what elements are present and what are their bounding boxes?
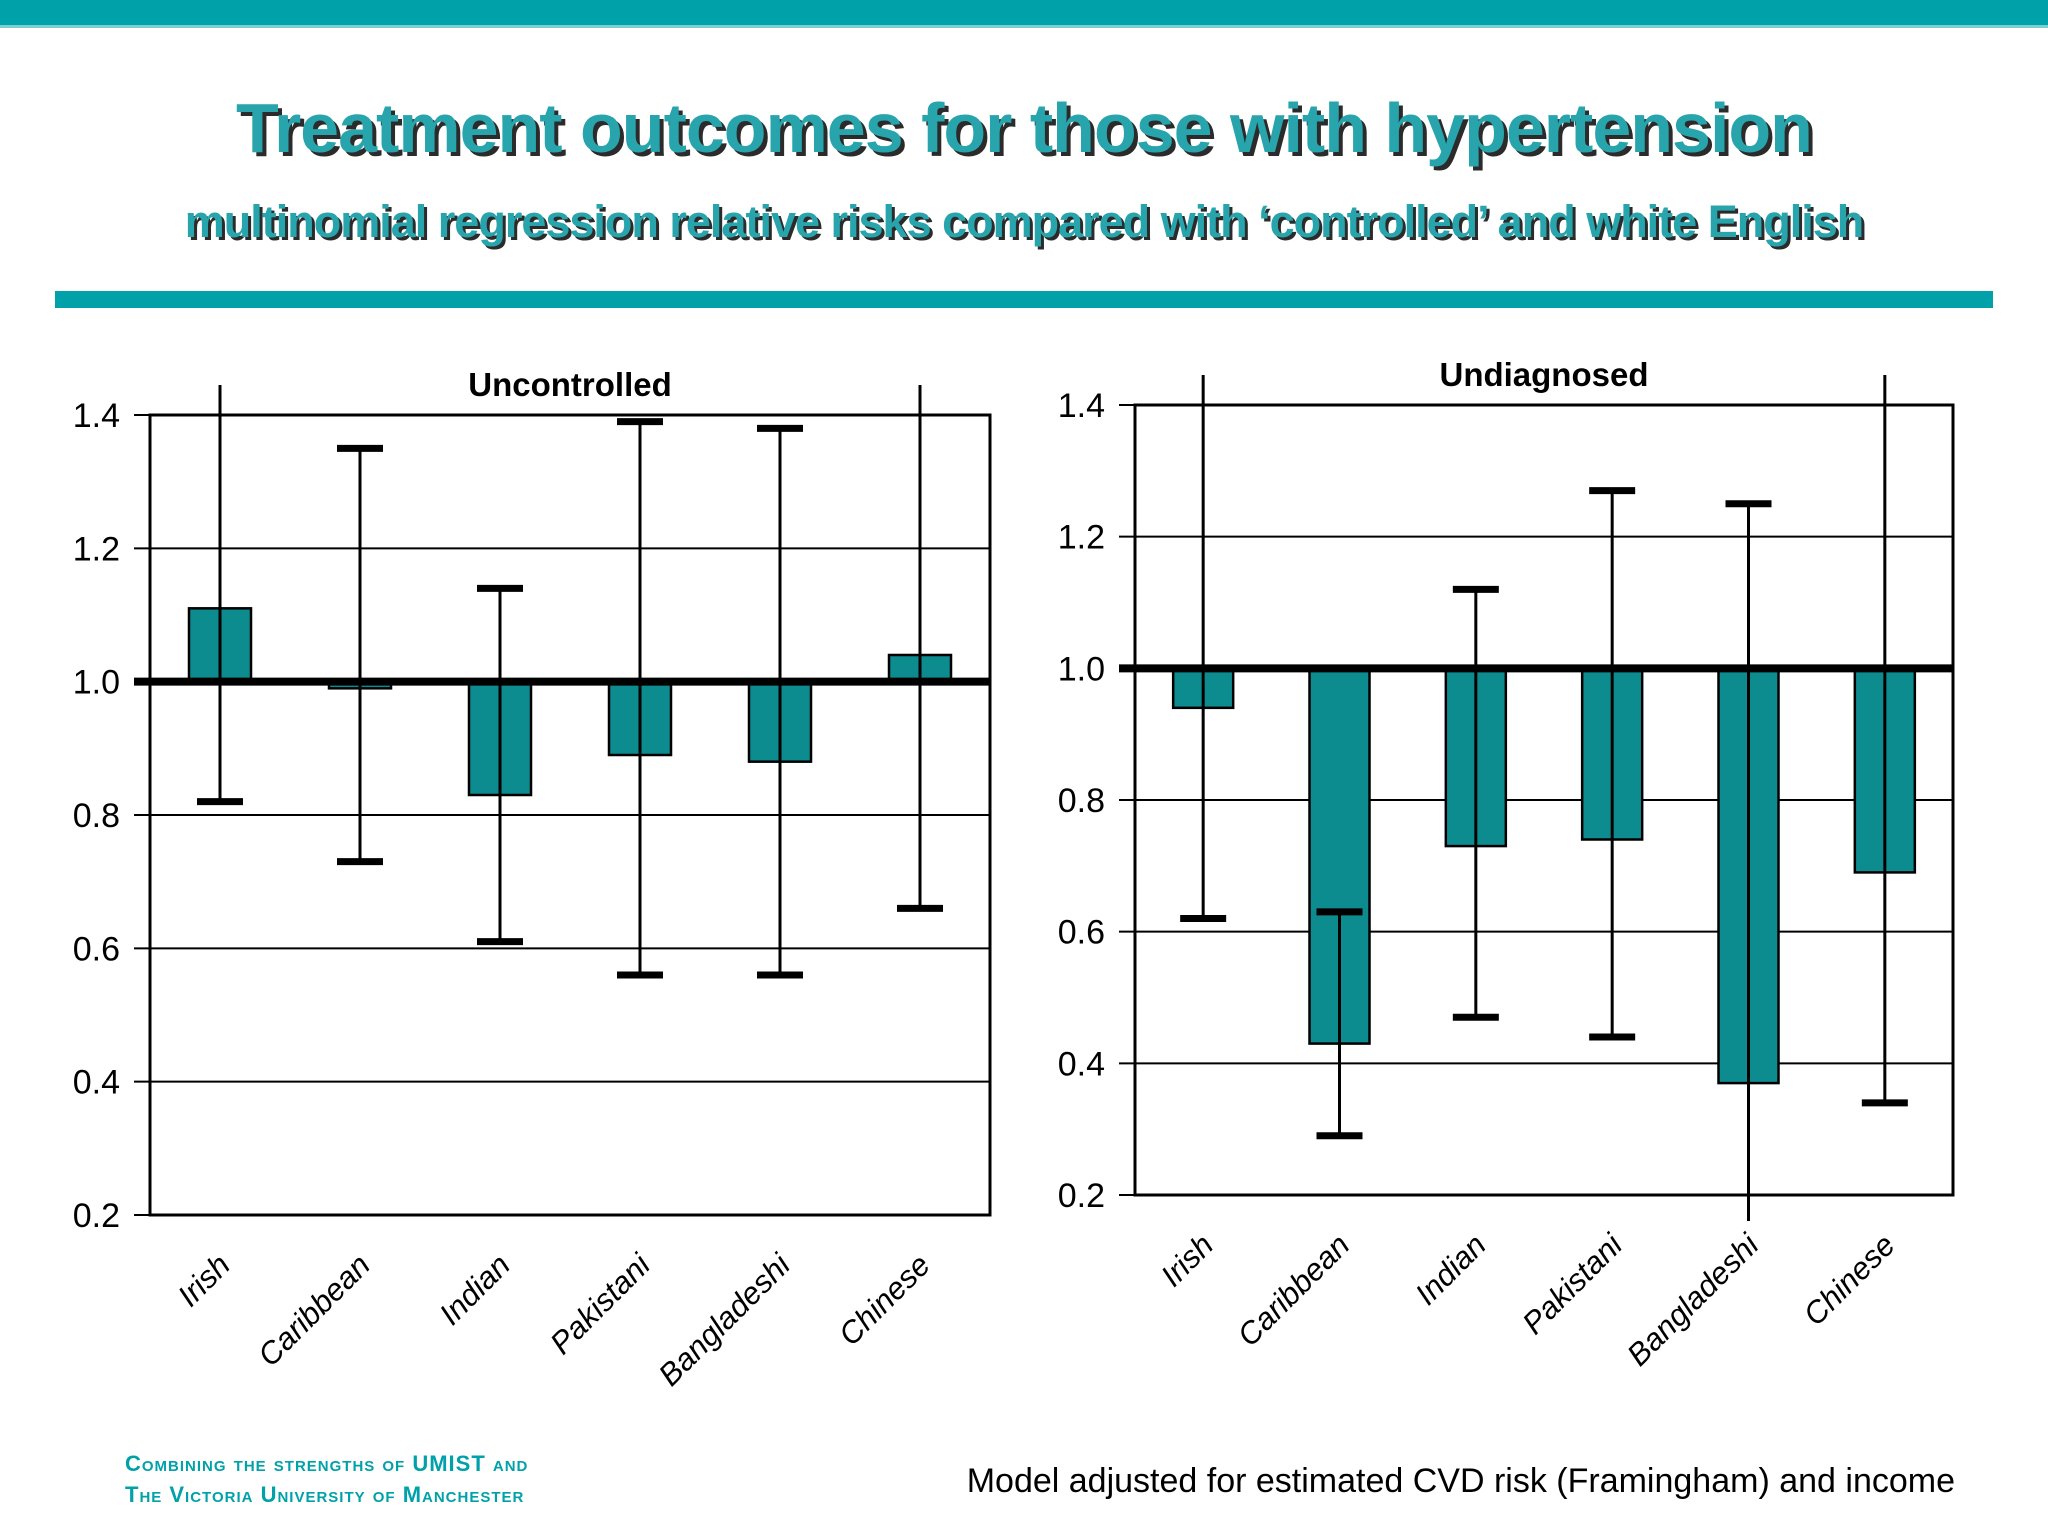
y-tick-label: 0.6	[1058, 914, 1105, 952]
category-label: Irish	[1154, 1227, 1220, 1293]
plot-frame	[148, 413, 992, 1217]
y-tick-label: 1.2	[1058, 519, 1105, 557]
chart-uncontrolled: 1.4 1.2 1.0 0.8 0.6 0.4 0.2 Irish Caribbean India…	[73, 385, 992, 1393]
category-label: Indian	[432, 1247, 516, 1331]
institution-footer: Combining the strengths of UMIST and The…	[125, 1448, 528, 1510]
category-label: Irish	[171, 1247, 237, 1313]
category-label: Pakistani	[543, 1246, 657, 1360]
chart-title-uncontrolled: Uncontrolled	[468, 366, 672, 403]
accent-divider-bar	[55, 291, 1993, 308]
y-tick-label: 1.2	[73, 530, 120, 568]
chart-title-undiagnosed: Undiagnosed	[1439, 356, 1649, 393]
category-label: Caribbean	[251, 1247, 377, 1373]
model-note: Model adjusted for estimated CVD risk (F…	[966, 1462, 1955, 1500]
category-label: Pakistani	[1515, 1226, 1629, 1340]
institution-footer-line1: Combining the strengths of UMIST and	[125, 1451, 529, 1476]
y-tick-label: 0.4	[73, 1064, 120, 1102]
y-tick-label: 0.8	[73, 797, 120, 835]
category-label: Bangladeshi	[652, 1246, 798, 1392]
category-label: Chinese	[832, 1247, 937, 1352]
page-title: Treatment outcomes for those with hypert…	[236, 89, 1813, 167]
y-tick-label: 1.0	[1058, 650, 1105, 688]
page-subtitle: multinomial regression relative risks co…	[184, 196, 1864, 247]
y-tick-label: 0.2	[73, 1197, 120, 1235]
plot-frame	[1133, 403, 1955, 1197]
y-tick-label: 0.6	[73, 930, 120, 968]
y-tick-label: 1.0	[73, 664, 120, 702]
category-label: Chinese	[1797, 1227, 1902, 1332]
y-tick-label: 1.4	[1058, 387, 1105, 425]
top-accent-bar	[0, 0, 2048, 28]
y-tick-label: 0.8	[1058, 782, 1105, 820]
y-tick-label: 1.4	[73, 397, 120, 435]
y-tick-label: 0.4	[1058, 1045, 1105, 1083]
institution-footer-line2: The Victoria University of Manchester	[125, 1482, 525, 1507]
chart-undiagnosed: 1.4 1.2 1.0 0.8 0.6 0.4 0.2 Irish Caribbean India…	[1058, 375, 1955, 1373]
y-tick-label: 0.2	[1058, 1177, 1105, 1215]
category-label: Caribbean	[1231, 1227, 1357, 1353]
category-label: Bangladeshi	[1620, 1226, 1766, 1372]
category-label: Indian	[1408, 1227, 1492, 1311]
